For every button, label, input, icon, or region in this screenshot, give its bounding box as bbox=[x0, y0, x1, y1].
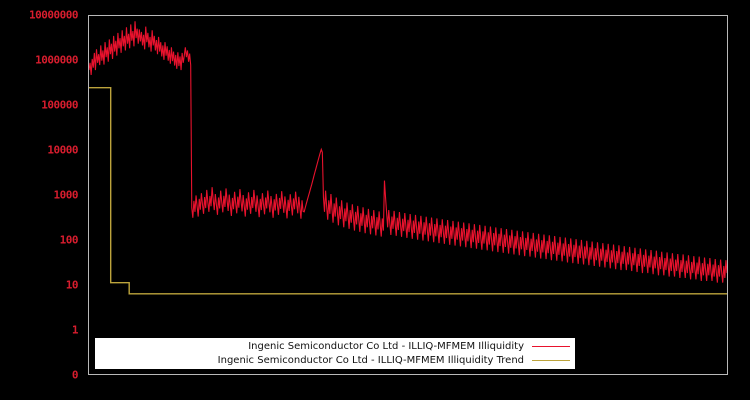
plot-area bbox=[88, 15, 728, 375]
legend-label-illiquidity-trend: Ingenic Semiconductor Co Ltd - ILLIQ-MFM… bbox=[217, 355, 524, 366]
illiquidity-trend-line bbox=[89, 88, 727, 294]
series-canvas bbox=[89, 16, 727, 374]
y-axis: 10000000 1000000 100000 10000 1000 100 10 1 0 bbox=[0, 0, 88, 400]
y-tick-label: 1000000 bbox=[35, 53, 78, 67]
y-tick-label: 10000 bbox=[47, 143, 78, 157]
y-tick-label: 1000 bbox=[53, 188, 79, 202]
y-tick-label: 100 bbox=[59, 233, 79, 247]
y-tick-label: 0 bbox=[71, 368, 79, 382]
y-tick-label: 100000 bbox=[41, 98, 78, 112]
y-tick-label: 10 bbox=[65, 278, 79, 292]
chart-legend: Ingenic Semiconductor Co Ltd - ILLIQ-MFM… bbox=[95, 338, 575, 369]
legend-swatch-illiquidity bbox=[532, 346, 570, 347]
illiquidity-series-line bbox=[89, 21, 727, 282]
legend-swatch-illiquidity-trend bbox=[532, 360, 570, 361]
legend-entry-illiquidity: Ingenic Semiconductor Co Ltd - ILLIQ-MFM… bbox=[96, 340, 574, 354]
legend-entry-illiquidity-trend: Ingenic Semiconductor Co Ltd - ILLIQ-MFM… bbox=[96, 354, 574, 368]
y-tick-label: 1 bbox=[71, 323, 79, 337]
y-tick-label: 10000000 bbox=[29, 8, 78, 22]
legend-label-illiquidity: Ingenic Semiconductor Co Ltd - ILLIQ-MFM… bbox=[248, 341, 524, 352]
